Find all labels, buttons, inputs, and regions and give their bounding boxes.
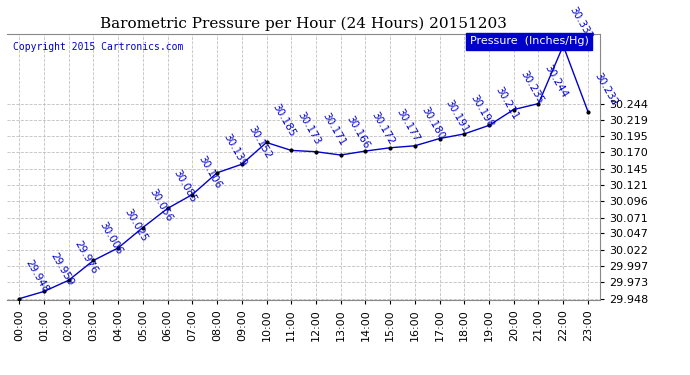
Text: 30.198: 30.198 — [469, 93, 495, 130]
Text: Pressure  (Inches/Hg): Pressure (Inches/Hg) — [470, 36, 589, 46]
Text: 30.173: 30.173 — [295, 110, 322, 146]
Text: 30.332: 30.332 — [567, 5, 594, 42]
Text: 29.948: 29.948 — [23, 258, 50, 294]
Text: 30.139: 30.139 — [221, 132, 248, 169]
Text: 30.180: 30.180 — [419, 105, 446, 142]
Text: 30.232: 30.232 — [592, 71, 619, 107]
Text: 30.191: 30.191 — [444, 98, 471, 134]
Text: 30.244: 30.244 — [542, 63, 569, 99]
Text: 30.185: 30.185 — [270, 102, 297, 138]
Text: 30.171: 30.171 — [320, 111, 347, 147]
Text: 29.959: 29.959 — [48, 251, 75, 287]
Text: 30.152: 30.152 — [246, 124, 273, 160]
Text: 30.025: 30.025 — [122, 207, 149, 244]
Text: 30.106: 30.106 — [197, 154, 224, 190]
Text: 30.056: 30.056 — [147, 187, 174, 224]
Text: 30.166: 30.166 — [345, 114, 372, 151]
Text: Copyright 2015 Cartronics.com: Copyright 2015 Cartronics.com — [13, 42, 184, 52]
Text: 30.085: 30.085 — [172, 168, 199, 204]
Title: Barometric Pressure per Hour (24 Hours) 20151203: Barometric Pressure per Hour (24 Hours) … — [100, 17, 507, 31]
Text: 30.235: 30.235 — [518, 69, 545, 105]
Text: 30.006: 30.006 — [97, 220, 124, 256]
Text: 29.976: 29.976 — [73, 240, 100, 276]
Text: 30.177: 30.177 — [394, 107, 421, 144]
Text: 30.211: 30.211 — [493, 85, 520, 121]
Text: 30.172: 30.172 — [370, 110, 397, 147]
